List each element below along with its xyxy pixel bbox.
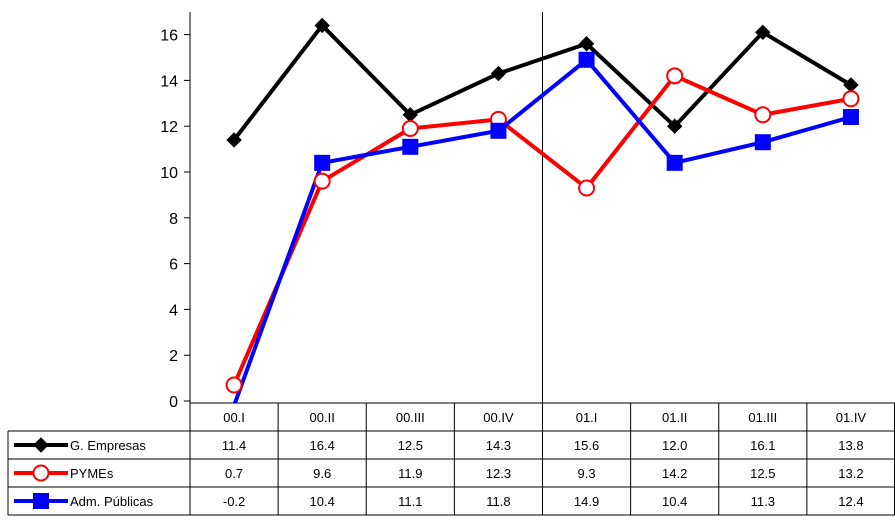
x-category-label: 00.I	[223, 410, 245, 425]
y-tick-label: 16	[160, 28, 178, 45]
data-value-label: 11.9	[398, 466, 422, 481]
y-tick-label: 8	[169, 211, 178, 228]
data-value-label: 9.6	[313, 466, 331, 481]
data-point-marker	[32, 464, 50, 482]
data-value-label: 13.8	[838, 438, 863, 453]
data-point-marker	[754, 106, 772, 124]
data-value-label: 10.4	[310, 494, 335, 509]
x-category-label: 00.II	[310, 410, 335, 425]
y-tick-label: 2	[169, 348, 178, 365]
data-point-marker	[578, 36, 595, 52]
data-value-label: -0.2	[223, 494, 245, 509]
data-value-label: 11.3	[751, 494, 775, 509]
data-point-marker	[314, 154, 331, 171]
data-value-label: 12.3	[486, 466, 511, 481]
data-value-label: 16.4	[310, 438, 335, 453]
y-tick-label: 12	[160, 119, 178, 136]
data-value-label: 14.9	[574, 494, 599, 509]
data-value-label: 14.3	[486, 438, 511, 453]
data-point-marker	[33, 493, 49, 509]
data-point-marker	[755, 24, 771, 41]
y-tick-label: 14	[160, 73, 178, 90]
data-value-label: 12.0	[662, 438, 687, 453]
data-point-marker	[226, 132, 242, 148]
x-category-label: 00.III	[396, 410, 425, 425]
x-category-label: 01.III	[748, 410, 777, 425]
data-value-label: 11.1	[398, 494, 422, 509]
data-point-marker	[490, 122, 507, 139]
data-point-marker	[33, 437, 49, 453]
data-point-marker	[666, 118, 683, 134]
data-point-marker	[313, 172, 331, 190]
data-value-label: 11.4	[222, 438, 246, 453]
data-point-marker	[842, 109, 859, 126]
data-point-marker	[402, 138, 419, 155]
x-category-label: 00.IV	[483, 410, 514, 425]
data-value-label: 11.8	[486, 494, 510, 509]
data-value-label: 15.6	[574, 438, 599, 453]
x-category-label: 01.IV	[836, 410, 867, 425]
data-value-label: 13.2	[838, 466, 863, 481]
data-point-marker	[578, 179, 596, 197]
data-point-marker	[401, 119, 419, 137]
x-category-label: 01.I	[576, 410, 598, 425]
data-point-marker	[666, 67, 684, 85]
data-point-marker	[314, 17, 330, 34]
data-value-label: 0.7	[225, 466, 243, 481]
data-point-marker	[842, 90, 860, 108]
data-value-label: 12.5	[398, 438, 423, 453]
data-point-marker	[754, 134, 771, 151]
legend-series-name: G. Empresas	[70, 438, 146, 453]
y-tick-label: 4	[169, 302, 178, 319]
y-tick-label: 10	[160, 165, 178, 182]
data-point-marker	[578, 51, 595, 68]
series-line	[232, 57, 852, 403]
x-category-label: 01.II	[662, 410, 687, 425]
data-value-label: 9.3	[578, 466, 596, 481]
data-value-label: 14.2	[662, 466, 687, 481]
legend-series-name: PYMEs	[70, 466, 114, 481]
data-point-marker	[666, 154, 683, 171]
data-value-label: 10.4	[662, 494, 687, 509]
legend-series-name: Adm. Públicas	[70, 494, 154, 509]
data-value-label: 16.1	[750, 438, 775, 453]
series-line	[232, 23, 852, 142]
data-point-marker	[225, 376, 243, 394]
data-value-label: 12.4	[838, 494, 863, 509]
y-tick-label: 0	[169, 394, 178, 411]
data-value-label: 12.5	[750, 466, 775, 481]
y-tick-label: 6	[169, 257, 178, 274]
series-line	[232, 73, 852, 386]
data-point-marker	[490, 65, 507, 82]
